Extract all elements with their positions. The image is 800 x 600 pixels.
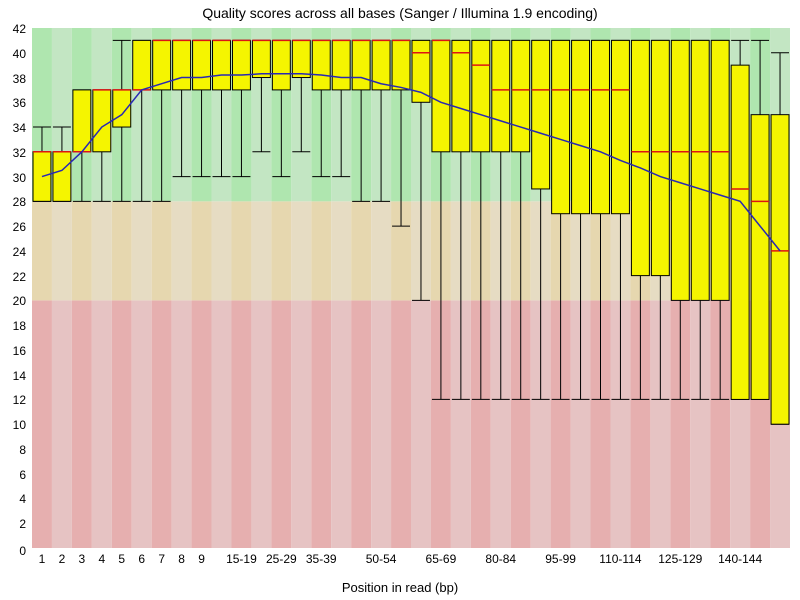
y-tick-label: 40 bbox=[0, 47, 26, 61]
y-tick-label: 12 bbox=[0, 393, 26, 407]
y-tick-label: 26 bbox=[0, 220, 26, 234]
y-tick-label: 6 bbox=[0, 468, 26, 482]
y-tick-label: 42 bbox=[0, 22, 26, 36]
x-tick-label: 15-19 bbox=[226, 552, 257, 566]
y-tick-label: 2 bbox=[0, 517, 26, 531]
x-tick-label: 6 bbox=[138, 552, 145, 566]
x-tick-label: 1 bbox=[39, 552, 46, 566]
x-tick-label: 4 bbox=[98, 552, 105, 566]
chart-title: Quality scores across all bases (Sanger … bbox=[0, 5, 800, 21]
plot-area bbox=[32, 28, 790, 548]
y-tick-label: 28 bbox=[0, 195, 26, 209]
y-tick-label: 4 bbox=[0, 492, 26, 506]
x-tick-label: 80-84 bbox=[485, 552, 516, 566]
x-tick-label: 25-29 bbox=[266, 552, 297, 566]
y-tick-label: 32 bbox=[0, 146, 26, 160]
y-tick-label: 24 bbox=[0, 245, 26, 259]
y-tick-label: 22 bbox=[0, 270, 26, 284]
x-tick-label: 50-54 bbox=[366, 552, 397, 566]
y-tick-label: 20 bbox=[0, 294, 26, 308]
quality-boxplot-chart: Quality scores across all bases (Sanger … bbox=[0, 0, 800, 600]
x-tick-label: 35-39 bbox=[306, 552, 337, 566]
y-tick-label: 16 bbox=[0, 344, 26, 358]
y-tick-label: 30 bbox=[0, 171, 26, 185]
y-tick-label: 14 bbox=[0, 369, 26, 383]
x-tick-label: 110-114 bbox=[599, 552, 641, 566]
y-tick-label: 8 bbox=[0, 443, 26, 457]
x-tick-label: 8 bbox=[178, 552, 185, 566]
y-tick-label: 10 bbox=[0, 418, 26, 432]
y-tick-label: 36 bbox=[0, 96, 26, 110]
x-tick-label: 125-129 bbox=[658, 552, 702, 566]
x-tick-label: 2 bbox=[59, 552, 66, 566]
x-tick-label: 5 bbox=[118, 552, 125, 566]
y-tick-label: 38 bbox=[0, 72, 26, 86]
y-tick-label: 0 bbox=[0, 544, 26, 558]
x-tick-label: 95-99 bbox=[545, 552, 576, 566]
x-tick-label: 140-144 bbox=[718, 552, 762, 566]
y-tick-label: 34 bbox=[0, 121, 26, 135]
x-tick-label: 9 bbox=[198, 552, 205, 566]
x-tick-label: 3 bbox=[79, 552, 86, 566]
x-tick-label: 65-69 bbox=[426, 552, 457, 566]
x-axis-label: Position in read (bp) bbox=[0, 580, 800, 595]
y-tick-label: 18 bbox=[0, 319, 26, 333]
x-tick-label: 7 bbox=[158, 552, 165, 566]
